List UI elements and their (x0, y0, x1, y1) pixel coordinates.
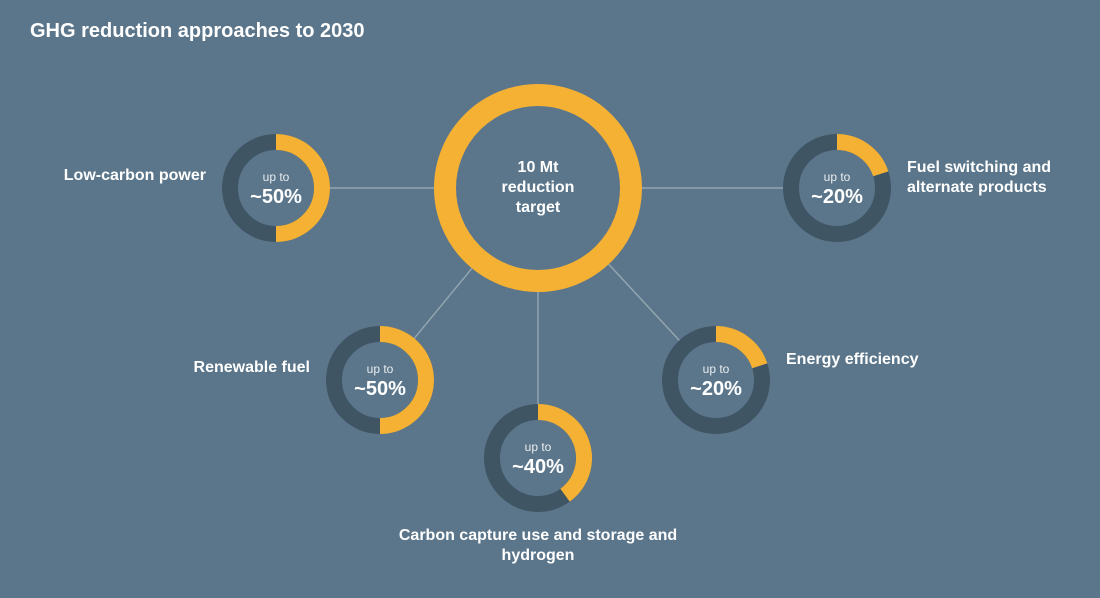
approach-value-fuel-switching: up to~20% (799, 170, 875, 210)
approach-percent-label: ~20% (799, 185, 875, 210)
approach-side-label-fuel-switching: Fuel switching and alternate products (907, 158, 1087, 198)
approach-side-label-energy-efficiency: Energy efficiency (786, 350, 966, 370)
approach-value-renewable-fuel: up to~50% (342, 362, 418, 402)
approach-side-label-carbon-capture: Carbon capture use and storage and hydro… (388, 526, 688, 566)
approach-upto-label: up to (342, 362, 418, 377)
approach-upto-label: up to (678, 362, 754, 377)
center-label-line1: 10 Mt (456, 158, 620, 178)
approach-side-label-renewable-fuel: Renewable fuel (150, 358, 310, 378)
approach-percent-label: ~50% (238, 185, 314, 210)
approach-upto-label: up to (238, 170, 314, 185)
approach-value-carbon-capture: up to~40% (500, 440, 576, 480)
approach-value-low-carbon-power: up to~50% (238, 170, 314, 210)
approach-upto-label: up to (500, 440, 576, 455)
approach-value-energy-efficiency: up to~20% (678, 362, 754, 402)
approach-percent-label: ~20% (678, 377, 754, 402)
approach-percent-label: ~50% (342, 377, 418, 402)
center-label: 10 Mtreductiontarget (456, 158, 620, 218)
approach-side-label-low-carbon-power: Low-carbon power (46, 166, 206, 186)
approach-upto-label: up to (799, 170, 875, 185)
diagram-title: GHG reduction approaches to 2030 (30, 20, 365, 43)
diagram-stage: GHG reduction approaches to 2030 10 Mtred… (0, 0, 1100, 598)
center-label-line3: target (456, 198, 620, 218)
center-label-line2: reduction (456, 178, 620, 198)
approach-percent-label: ~40% (500, 455, 576, 480)
